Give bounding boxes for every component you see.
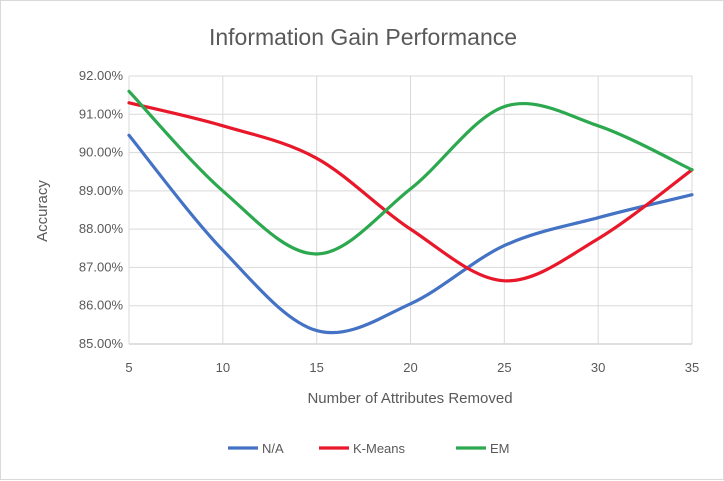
- x-tick-label: 10: [216, 360, 230, 375]
- x-tick-label: 5: [125, 360, 132, 375]
- x-axis-title: Number of Attributes Removed: [307, 390, 512, 407]
- series-line-n-a: [127, 133, 694, 335]
- legend-label: K-Means: [353, 441, 406, 456]
- y-tick-label: 88.00%: [79, 221, 124, 236]
- legend-label: EM: [490, 441, 510, 456]
- legend-item: EM: [456, 441, 510, 456]
- y-tick-label: 87.00%: [79, 259, 124, 274]
- y-tick-label: 90.00%: [79, 145, 124, 160]
- series-line-k-means: [127, 101, 694, 283]
- series-line-em: [127, 89, 694, 256]
- legend-item: K-Means: [319, 441, 406, 456]
- y-tick-label: 86.00%: [79, 298, 124, 313]
- y-tick-label: 89.00%: [79, 183, 124, 198]
- x-tick-label: 15: [309, 360, 323, 375]
- x-tick-label: 20: [403, 360, 417, 375]
- y-tick-label: 85.00%: [79, 336, 124, 351]
- x-tick-label: 30: [591, 360, 605, 375]
- y-axis-title: Accuracy: [34, 180, 51, 242]
- chart-title: Information Gain Performance: [209, 24, 517, 50]
- y-axis-ticks: 85.00% 86.00% 87.00% 88.00% 89.00% 90.00% 91.0…: [79, 68, 124, 351]
- series-lines: [127, 89, 694, 335]
- x-tick-label: 25: [497, 360, 511, 375]
- y-tick-label: 91.00%: [79, 106, 124, 121]
- y-tick-label: 92.00%: [79, 68, 124, 83]
- legend-item: N/A: [228, 441, 284, 456]
- x-tick-label: 35: [685, 360, 699, 375]
- legend: N/A K-Means EM: [228, 441, 510, 456]
- legend-label: N/A: [262, 441, 284, 456]
- x-axis-ticks: 5 10 15 20 25 30 35: [125, 360, 699, 375]
